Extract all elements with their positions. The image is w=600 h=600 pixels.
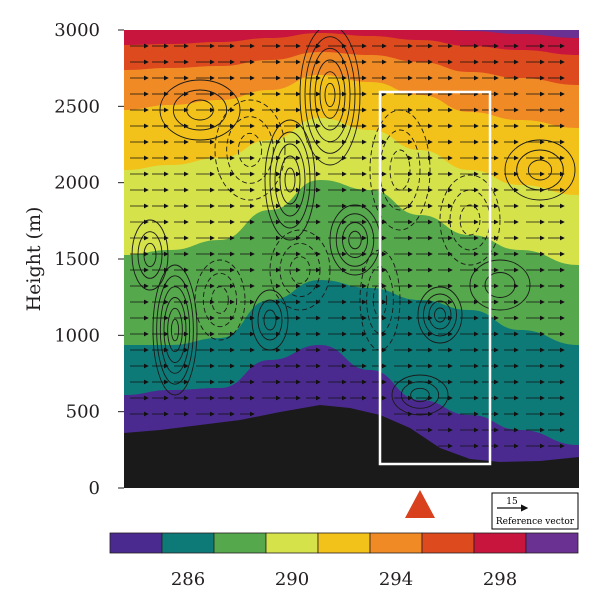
contour-line [264, 119, 316, 241]
colorbar-swatch [473, 532, 527, 554]
contour-line [423, 293, 457, 337]
y-tick-label: 1500 [54, 249, 100, 270]
contour-line [159, 286, 191, 374]
contour-line [348, 230, 362, 250]
contour-line [324, 82, 336, 108]
y-tick-label: 3000 [54, 20, 100, 41]
location-marker-triangle [405, 490, 435, 518]
reference-vector-value: 15 [506, 497, 518, 507]
y-tick-label: 0 [89, 478, 100, 499]
contour-line [279, 155, 301, 205]
analysis-box [378, 90, 492, 466]
contour-line-dashed [214, 99, 286, 201]
contour-line [417, 286, 463, 344]
colorbar-label: 286 [171, 569, 205, 590]
contour-line [137, 231, 163, 279]
contour-line [284, 167, 296, 193]
contour-line-dashed [194, 259, 246, 341]
contour-line [167, 307, 183, 353]
wind-vectors [130, 43, 565, 449]
contour-line [527, 159, 553, 181]
theta-bands [124, 30, 579, 488]
colorbar-label: 298 [483, 569, 517, 590]
contour-line [469, 259, 531, 311]
contour-line [170, 318, 180, 342]
colorbar-swatch [265, 532, 319, 554]
contour-line [257, 299, 283, 341]
reference-vector-box: 15 Reference vector [491, 492, 579, 530]
reference-vector-label: Reference vector [496, 517, 575, 527]
plot-area [124, 30, 579, 488]
y-axis-title: Height (m) [23, 207, 45, 312]
colorbar-swatch [317, 532, 371, 554]
contour-line [434, 307, 446, 323]
contour-line-dashed [459, 204, 481, 236]
contour-line [304, 36, 356, 154]
theta-band [124, 30, 579, 55]
contour-line [410, 387, 430, 403]
y-axis: 0 500 1000 1500 2000 2500 3000 [54, 20, 124, 499]
contour-line-dashed [202, 272, 238, 328]
colorbar-label: 290 [275, 569, 309, 590]
colorbar-swatch [369, 532, 423, 554]
contour-line [274, 143, 306, 217]
colorbar-swatch [161, 532, 215, 554]
colorbar-swatch [525, 532, 579, 554]
terrain [124, 405, 579, 488]
colorbar: 286 290 294 298 [109, 532, 579, 590]
contour-line [156, 275, 194, 385]
y-tick-label: 500 [66, 402, 100, 423]
contour-line [163, 297, 187, 363]
colorbar-swatch [109, 532, 163, 554]
contour-line [391, 374, 449, 416]
contour-line-dashed [226, 116, 274, 184]
contour-line [269, 131, 311, 229]
colorbar-label: 294 [379, 569, 413, 590]
theta-band [452, 30, 579, 38]
colorbar-swatch [213, 532, 267, 554]
colorbar-swatch [421, 532, 475, 554]
y-tick-label: 1000 [54, 325, 100, 346]
contour-line-dashed [439, 174, 501, 266]
contour-line [428, 300, 452, 330]
contour-line [152, 264, 198, 396]
contour-line [335, 213, 375, 267]
y-tick-label: 2000 [54, 173, 100, 194]
contour-line-dashed [237, 132, 263, 168]
y-tick-label: 2500 [54, 96, 100, 117]
vertical-velocity-contours [131, 30, 576, 456]
